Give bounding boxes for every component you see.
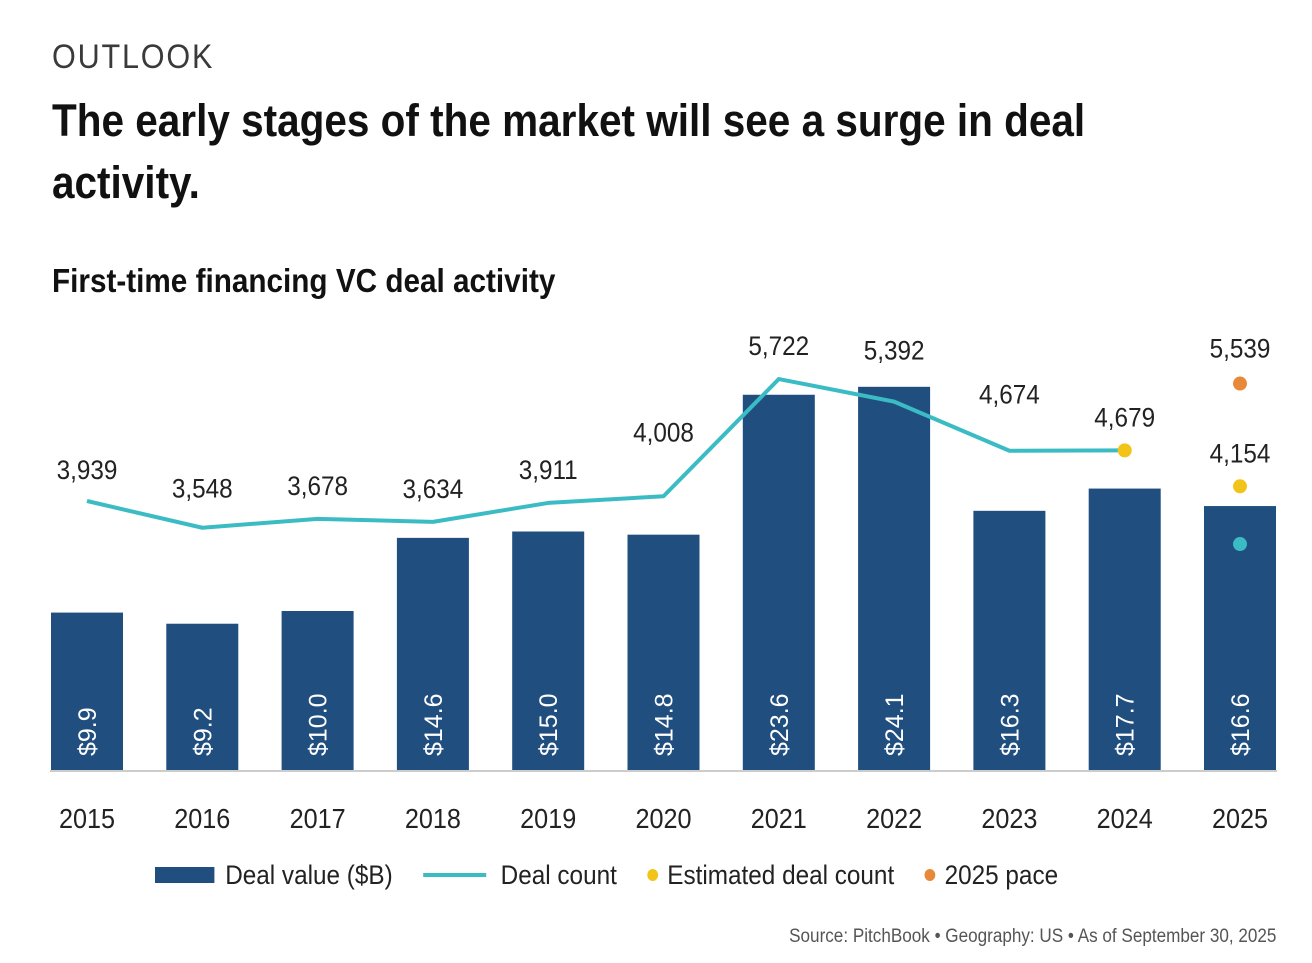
bar-value-label: $15.0 — [535, 693, 563, 756]
legend-item-deal-value: Deal value ($B) — [155, 860, 393, 891]
bar-value-label: $17.7 — [1112, 693, 1140, 756]
bar-value-label: $16.6 — [1227, 693, 1255, 756]
legend-label: Deal count — [500, 859, 617, 890]
bar-value-label: $14.6 — [420, 693, 448, 756]
legend-line-swatch — [423, 873, 487, 877]
estimated-deal-count-label: 4,154 — [1210, 439, 1271, 468]
bar-2017 — [281, 611, 354, 770]
bar-2019 — [512, 531, 585, 770]
headline: The early stages of the market will see … — [52, 95, 1086, 208]
legend-label: Estimated deal count — [667, 859, 895, 890]
bar-value-label: $10.0 — [305, 693, 333, 756]
bar-2022 — [858, 386, 931, 770]
bar-value-label: $23.6 — [766, 693, 794, 756]
bar-2023 — [973, 510, 1046, 770]
pace-point — [1233, 376, 1247, 391]
bar-2020 — [627, 534, 700, 770]
bar-2016 — [166, 623, 239, 770]
deal-count-label: 5,722 — [748, 332, 809, 361]
deal-count-label: 3,548 — [172, 475, 233, 504]
legend-dot-swatch — [924, 869, 936, 881]
estimated-deal-count-label: 4,679 — [1094, 403, 1155, 432]
bar-value-label: $9.9 — [74, 707, 102, 756]
bar-value-label: $14.8 — [651, 693, 679, 756]
x-tick-label: 2023 — [981, 803, 1037, 835]
deal-count-label: 4,674 — [979, 381, 1040, 410]
source-note: Source: PitchBook • Geography: US • As o… — [788, 926, 1276, 947]
deal-count-line — [86, 377, 1125, 530]
x-tick-label: 2018 — [405, 803, 461, 835]
estimated-deal-count-point — [1233, 479, 1247, 494]
x-tick-label: 2020 — [635, 803, 691, 835]
deal-count-label: 4,008 — [633, 418, 694, 447]
legend: Deal value ($B) Deal count Estimated dea… — [155, 855, 1089, 895]
bar-2021 — [742, 394, 815, 770]
deal-count-label: 5,392 — [864, 336, 925, 365]
x-tick-label: 2016 — [174, 803, 230, 835]
estimated-deal-count-point — [1117, 443, 1132, 458]
legend-item-pace: 2025 pace — [924, 859, 1059, 891]
bar-2018 — [396, 537, 469, 770]
deal-count-label: 3,678 — [287, 472, 348, 501]
bar-value-label: $24.1 — [881, 693, 909, 756]
legend-label: 2025 pace — [944, 859, 1059, 890]
legend-bar-swatch — [155, 867, 215, 883]
deal-count-label: 3,939 — [57, 456, 118, 485]
x-tick-label: 2015 — [59, 803, 115, 835]
bar-2024 — [1088, 488, 1161, 770]
x-tick-label: 2025 — [1212, 803, 1268, 835]
legend-label: Deal value ($B) — [225, 859, 393, 890]
legend-item-estimated: Estimated deal count — [647, 860, 894, 891]
x-tick-label: 2024 — [1097, 803, 1153, 835]
bar-value-label: $9.2 — [189, 707, 217, 756]
deal-count-label: 3,911 — [519, 456, 578, 485]
legend-item-deal-count: Deal count — [423, 860, 617, 891]
x-tick-label: 2017 — [290, 803, 346, 835]
pace-label: 5,539 — [1210, 334, 1271, 363]
deal-count-label: 3,634 — [403, 475, 464, 504]
bar-2015 — [51, 612, 123, 770]
legend-dot-swatch — [647, 869, 659, 881]
chart-title: First-time financing VC deal activity — [52, 262, 556, 299]
x-tick-label: 2021 — [751, 803, 807, 835]
x-tick-label: 2022 — [866, 803, 922, 835]
deal-count-2025-point — [1233, 537, 1247, 552]
eyebrow-label: OUTLOOK — [52, 38, 215, 76]
bar-value-label: $16.3 — [996, 693, 1024, 756]
x-tick-label: 2019 — [520, 803, 576, 835]
